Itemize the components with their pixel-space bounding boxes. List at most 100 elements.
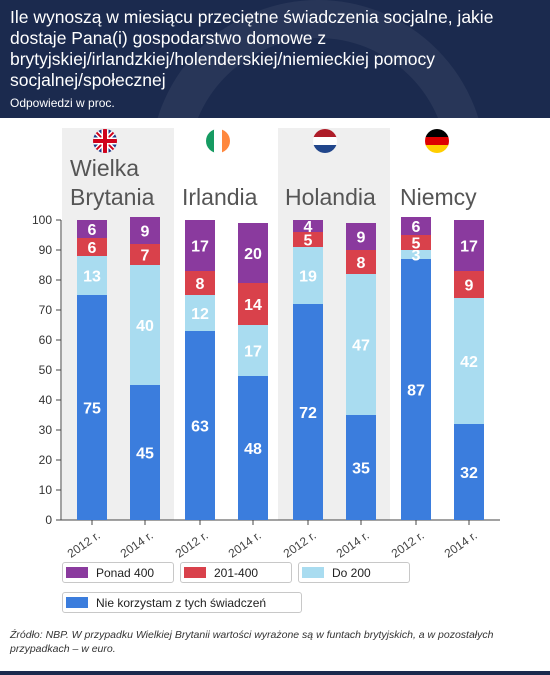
source-note: Źródło: NBP. W przypadku Wielkiej Brytan… xyxy=(10,629,494,655)
data-label-ponad-400: 20 xyxy=(244,246,262,263)
data-label-201-400: 7 xyxy=(141,248,150,265)
x-tick-label: 2012 r. xyxy=(281,528,319,558)
data-label-do-200: 13 xyxy=(83,269,101,286)
bar-segment-nie-korzystam xyxy=(130,385,160,520)
bar-segment-nie-korzystam xyxy=(293,304,323,520)
data-label-ponad-400: 9 xyxy=(357,230,366,247)
bar-segment-201-400 xyxy=(130,244,160,265)
country-name: Niemcy xyxy=(400,184,477,210)
bar-segment-201-400 xyxy=(77,238,107,256)
bar-segment-do-200 xyxy=(130,265,160,385)
bar-segment-201-400 xyxy=(238,283,268,325)
bar-segment-nie-korzystam xyxy=(185,331,215,520)
y-tick-label: 0 xyxy=(45,513,52,527)
bar-segment-do-200 xyxy=(293,247,323,304)
bar-segment-do-200 xyxy=(77,256,107,295)
data-label-201-400: 8 xyxy=(357,255,366,272)
bar-segment-do-200 xyxy=(454,298,484,424)
bar-segment-ponad-400 xyxy=(401,217,431,235)
data-label-201-400: 5 xyxy=(412,236,421,253)
chart-title: Ile wynoszą w miesiącu przeciętne świadc… xyxy=(10,7,494,90)
y-tick-label: 70 xyxy=(39,303,53,317)
bar-segment-201-400 xyxy=(293,232,323,247)
bar-segment-ponad-400 xyxy=(130,217,160,244)
bar-segment-201-400 xyxy=(401,235,431,250)
y-tick-label: 10 xyxy=(39,483,53,497)
y-tick-label: 40 xyxy=(39,393,53,407)
data-label-nie-korzystam: 32 xyxy=(460,465,478,482)
legend-label-201-400: 201-400 xyxy=(214,565,259,580)
bar-segment-do-200 xyxy=(238,325,268,376)
data-label-nie-korzystam: 45 xyxy=(136,446,154,463)
x-tick-label: 2012 r. xyxy=(173,528,211,558)
bar-segment-do-200 xyxy=(185,295,215,331)
data-label-nie-korzystam: 48 xyxy=(244,441,262,458)
data-label-nie-korzystam: 35 xyxy=(352,461,370,478)
bar-segment-201-400 xyxy=(185,271,215,295)
data-label-do-200: 3 xyxy=(412,248,421,265)
country-name: Holandia xyxy=(285,184,376,210)
legend-item-nie-korzystam: Nie korzystam z tych świadczeń xyxy=(62,592,302,613)
legend-label-do-200: Do 200 xyxy=(332,565,371,580)
data-label-ponad-400: 6 xyxy=(412,219,421,236)
legend-item-do-200: Do 200 xyxy=(298,562,410,583)
data-label-201-400: 6 xyxy=(88,240,97,257)
data-label-ponad-400: 17 xyxy=(460,239,478,256)
x-tick-label: 2012 r. xyxy=(65,528,103,558)
y-tick-label: 60 xyxy=(39,333,53,347)
bar-segment-ponad-400 xyxy=(238,223,268,283)
data-label-201-400: 8 xyxy=(196,276,205,293)
legend-item-ponad-400: Ponad 400 xyxy=(62,562,174,583)
x-tick-label: 2014 r. xyxy=(226,528,264,558)
data-label-do-200: 40 xyxy=(136,318,154,335)
y-tick-label: 50 xyxy=(39,363,53,377)
legend-swatch-nie-korzystam xyxy=(66,597,88,608)
netherlands-flag-icon xyxy=(313,129,337,153)
bar-segment-nie-korzystam xyxy=(238,376,268,520)
data-label-do-200: 12 xyxy=(191,306,209,323)
data-label-nie-korzystam: 87 xyxy=(407,383,425,400)
data-label-201-400: 5 xyxy=(304,233,313,250)
germany-flag-icon xyxy=(425,129,449,153)
legend-item-201-400: 201-400 xyxy=(180,562,292,583)
x-tick-label: 2012 r. xyxy=(389,528,427,558)
data-label-nie-korzystam: 72 xyxy=(299,405,317,422)
data-label-ponad-400: 4 xyxy=(304,219,313,236)
stacked-bar-chart: Wielka Brytania Irlandia Holandia Niemcy 0 10 2… xyxy=(32,128,500,558)
bar-segment-ponad-400 xyxy=(454,220,484,271)
data-label-do-200: 42 xyxy=(460,354,478,371)
bar-segment-ponad-400 xyxy=(185,220,215,271)
x-tick-label: 2014 r. xyxy=(334,528,372,558)
bar-segment-nie-korzystam xyxy=(401,259,431,520)
bar-segment-201-400 xyxy=(454,271,484,298)
bar-segment-nie-korzystam xyxy=(346,415,376,520)
uk-flag-icon xyxy=(93,129,117,153)
bar-segment-nie-korzystam xyxy=(77,295,107,520)
ireland-flag-icon xyxy=(206,129,230,153)
data-label-do-200: 17 xyxy=(244,344,262,361)
data-label-201-400: 9 xyxy=(465,278,474,295)
data-label-do-200: 47 xyxy=(352,338,370,355)
y-tick-label: 90 xyxy=(39,243,53,257)
y-tick-label: 30 xyxy=(39,423,53,437)
bar-segment-ponad-400 xyxy=(346,223,376,250)
country-name: Brytania xyxy=(70,184,155,210)
legend-swatch-201-400 xyxy=(184,567,206,578)
chart-header: Ile wynoszą w miesiącu przeciętne świadc… xyxy=(0,0,550,118)
legend-label-ponad-400: Ponad 400 xyxy=(96,565,155,580)
chart-subtitle: Odpowiedzi w proc. xyxy=(10,96,115,110)
x-tick-label: 2014 r. xyxy=(118,528,156,558)
bar-segment-ponad-400 xyxy=(77,220,107,238)
x-tick-label: 2014 r. xyxy=(442,528,480,558)
y-tick-label: 20 xyxy=(39,453,53,467)
legend-swatch-do-200 xyxy=(302,567,324,578)
data-label-do-200: 19 xyxy=(299,269,317,286)
bar-segment-ponad-400 xyxy=(293,220,323,232)
y-tick-label: 100 xyxy=(32,213,52,227)
data-label-ponad-400: 9 xyxy=(141,224,150,241)
bottom-rule xyxy=(0,671,550,675)
data-label-ponad-400: 17 xyxy=(191,239,209,256)
bar-segment-201-400 xyxy=(346,250,376,274)
y-tick-label: 80 xyxy=(39,273,53,287)
bar-segment-do-200 xyxy=(401,250,431,259)
